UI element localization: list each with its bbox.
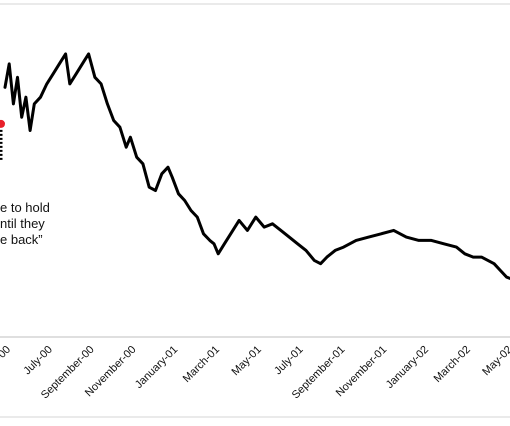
series-line-0 bbox=[3, 52, 510, 281]
annotation-text-line: e back” bbox=[0, 232, 43, 247]
series-layer bbox=[3, 52, 510, 281]
annotation-text-line: e to hold bbox=[0, 200, 50, 215]
annotation-marker bbox=[0, 119, 5, 128]
annotation-text-line: ntil they bbox=[0, 216, 45, 231]
